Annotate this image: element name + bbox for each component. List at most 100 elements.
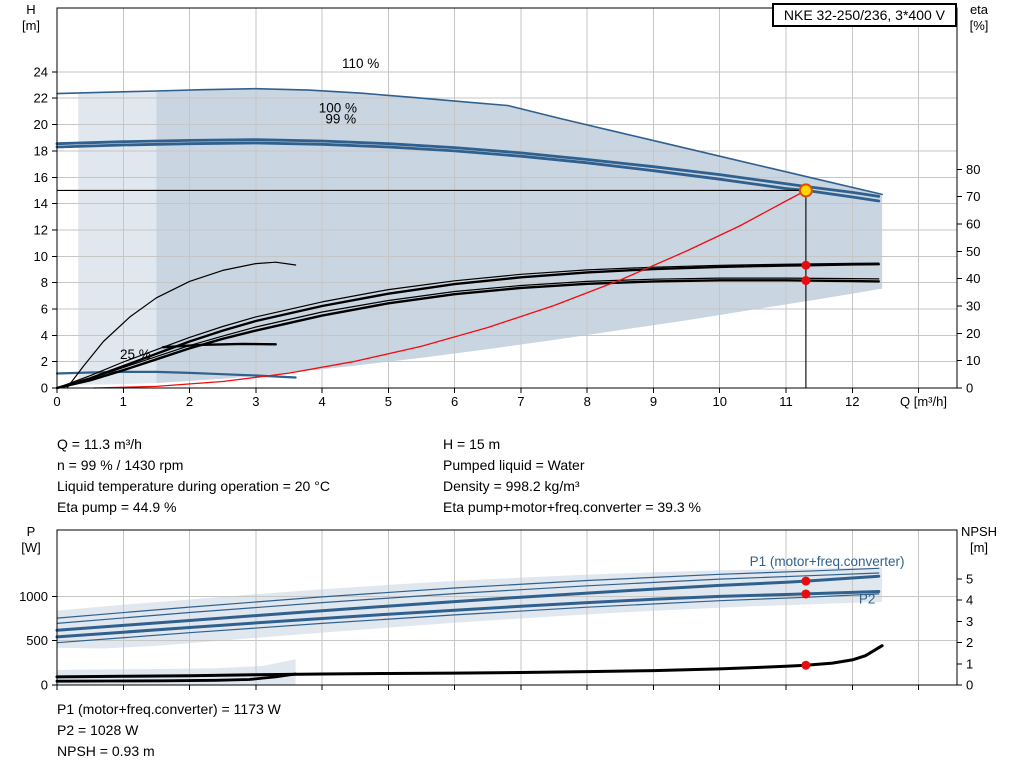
y-left-axis-name: P: [27, 524, 36, 539]
x-axis-label: Q [m³/h]: [900, 394, 947, 409]
npsh-point: [801, 660, 811, 670]
x-tick-label: 11: [779, 394, 793, 409]
y-left-tick-label: 4: [41, 328, 48, 343]
y-left-axis-unit: [m]: [22, 18, 40, 33]
y-left-tick-label: 6: [41, 301, 48, 316]
data-line-n: n = 99 % / 1430 rpm: [57, 457, 184, 473]
data-line-eta-pump: Eta pump = 44.9 %: [57, 499, 177, 515]
p-mid-thin-curve: [56, 572, 880, 625]
data-line-p2: P2 = 1028 W: [57, 722, 139, 738]
eta-total-thin-curve: [56, 277, 880, 389]
speed-110-curve: [56, 87, 883, 196]
speed-25-curve: [55, 370, 297, 379]
y-right-tick-label: 50: [966, 244, 980, 259]
eta-pump-point: [801, 260, 811, 270]
x-tick-label: 8: [584, 394, 591, 409]
system-curve: [92, 189, 807, 389]
p1-point: [801, 576, 811, 586]
x-tick-label: 4: [318, 394, 325, 409]
label-25-pct: 25 %: [120, 347, 151, 362]
x-tick-label: 12: [845, 394, 859, 409]
y-left-tick-label: 1000: [19, 589, 48, 604]
data-line-q: Q = 11.3 m³/h: [57, 436, 142, 452]
data-line-h: H = 15 m: [443, 436, 501, 452]
label-p1: P1 (motor+freq.converter): [750, 554, 905, 569]
speed-100-curve: [55, 138, 881, 198]
x-tick-label: 6: [451, 394, 458, 409]
y-right-tick-label: 70: [966, 189, 980, 204]
x-tick-label: 2: [186, 394, 193, 409]
y-left-tick-label: 22: [34, 91, 48, 106]
operating-envelope-inner: [156, 88, 883, 383]
p2-curve: [55, 590, 881, 639]
p2-point: [801, 589, 811, 599]
hq-curve-chart[interactable]: 0 1 2 3 4 5 6 7 8 9 10 11 12024681012141618202224010…: [0, 0, 1024, 430]
y-left-tick-label: 0: [41, 678, 48, 693]
y-left-tick-label: 10: [34, 249, 48, 264]
y-right-tick-label: 0: [966, 678, 973, 693]
y-right-tick-label: 0: [966, 381, 973, 396]
x-tick-label: 7: [517, 394, 524, 409]
duty-data-right: H = 15 m Pumped liquid = Water Density =…: [443, 434, 701, 518]
y-left-tick-label: 8: [41, 275, 48, 290]
data-line-liquid-temp: Liquid temperature during operation = 20…: [57, 478, 330, 494]
y-left-tick-label: 12: [34, 222, 48, 237]
x-tick-label: 9: [650, 394, 657, 409]
y-right-tick-label: 80: [966, 162, 980, 177]
y-right-tick-label: 2: [966, 635, 973, 650]
y-left-tick-label: 0: [41, 381, 48, 396]
y-right-tick-label: 3: [966, 614, 973, 629]
y-right-tick-label: 60: [966, 216, 980, 231]
eta-pump-thin-curve: [56, 262, 880, 389]
label-p2: P2: [859, 592, 876, 607]
eta-small-impeller-curve: [66, 261, 297, 389]
y-left-tick-label: 500: [26, 633, 48, 648]
y-right-axis-name: NPSH: [961, 524, 997, 539]
x-tick-label: 5: [385, 394, 392, 409]
duty-point[interactable]: [798, 183, 813, 198]
y-right-tick-label: 1: [966, 656, 973, 671]
y-left-tick-label: 20: [34, 117, 48, 132]
label-110-pct: 110 %: [342, 56, 379, 71]
pump-model-title: NKE 32-250/236, 3*400 V: [771, 3, 957, 27]
data-line-npsh: NPSH = 0.93 m: [57, 743, 155, 759]
y-right-tick-label: 4: [966, 593, 973, 608]
plot-border: [56, 529, 958, 686]
plot-border: [56, 7, 958, 389]
small-impeller-h-segment: [161, 342, 277, 349]
y-right-tick-label: 20: [966, 326, 980, 341]
p1-curve: [55, 574, 881, 632]
y-right-tick-label: 5: [966, 571, 973, 586]
data-line-eta-total: Eta pump+motor+freq.converter = 39.3 %: [443, 499, 701, 515]
data-line-p1: P1 (motor+freq.converter) = 1173 W: [57, 701, 281, 717]
p-upper-thin-curve: [56, 567, 880, 619]
y-right-axis-unit: [m]: [970, 540, 988, 555]
power-npsh-chart[interactable]: 0 500 1000 0 1 2 3 4 5 P[W] NPSH[m] P1 (motor+freq.…: [0, 515, 1024, 705]
p-lower-thin-curve: [56, 593, 880, 644]
label-100-pct: 100 %: [319, 101, 357, 116]
label-99-pct: 99 %: [325, 111, 356, 126]
y-right-tick-label: 40: [966, 271, 980, 286]
data-line-density: Density = 998.2 kg/m³: [443, 478, 580, 494]
x-tick-label: 10: [713, 394, 727, 409]
eta-pump-curve: [55, 263, 880, 390]
y-right-axis-name: eta: [970, 2, 989, 17]
y-right-axis-unit: [%]: [970, 18, 989, 33]
y-left-axis-name: H: [26, 2, 35, 17]
y-left-tick-label: 14: [34, 196, 48, 211]
y-left-axis-unit: [W]: [21, 540, 41, 555]
npsh-small-impeller-curve: [55, 672, 298, 683]
y-right-tick-label: 30: [966, 298, 980, 313]
x-tick-label: 3: [252, 394, 259, 409]
npsh-curve: [55, 644, 884, 679]
y-left-tick-label: 24: [34, 64, 48, 79]
y-left-tick-label: 18: [34, 143, 48, 158]
y-left-tick-label: 16: [34, 170, 48, 185]
y-left-tick-label: 2: [41, 354, 48, 369]
x-tick-label: 1: [120, 394, 127, 409]
eta-total-curve: [55, 279, 880, 390]
duty-data-left: Q = 11.3 m³/h n = 99 % / 1430 rpm Liquid…: [57, 434, 330, 518]
x-tick-label: 0: [53, 394, 60, 409]
duty-data-block: Q = 11.3 m³/h n = 99 % / 1430 rpm Liquid…: [0, 434, 1024, 522]
